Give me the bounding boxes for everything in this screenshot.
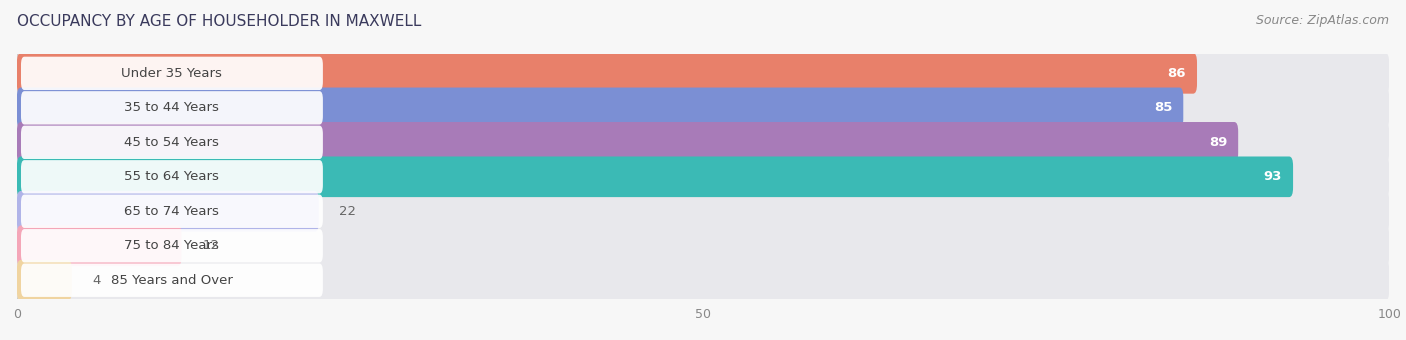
Text: 93: 93 [1264,170,1282,183]
FancyBboxPatch shape [21,160,323,193]
FancyBboxPatch shape [21,194,323,228]
FancyBboxPatch shape [21,229,323,262]
FancyBboxPatch shape [17,87,1389,128]
FancyBboxPatch shape [17,225,181,266]
FancyBboxPatch shape [17,122,1389,163]
Text: 12: 12 [202,239,219,252]
FancyBboxPatch shape [17,191,1389,232]
Text: 85: 85 [1154,101,1173,114]
Text: 75 to 84 Years: 75 to 84 Years [125,239,219,252]
FancyBboxPatch shape [17,53,1197,94]
FancyBboxPatch shape [17,260,72,301]
FancyBboxPatch shape [21,126,323,159]
Text: OCCUPANCY BY AGE OF HOUSEHOLDER IN MAXWELL: OCCUPANCY BY AGE OF HOUSEHOLDER IN MAXWE… [17,14,422,29]
Text: 4: 4 [93,274,101,287]
Text: Under 35 Years: Under 35 Years [121,67,222,80]
Text: Source: ZipAtlas.com: Source: ZipAtlas.com [1256,14,1389,27]
Text: 85 Years and Over: 85 Years and Over [111,274,233,287]
Text: 22: 22 [339,205,356,218]
Text: 45 to 54 Years: 45 to 54 Years [125,136,219,149]
Text: 86: 86 [1167,67,1187,80]
FancyBboxPatch shape [17,122,1239,163]
FancyBboxPatch shape [21,57,323,90]
FancyBboxPatch shape [17,225,1389,266]
FancyBboxPatch shape [17,260,1389,301]
Text: 55 to 64 Years: 55 to 64 Years [125,170,219,183]
FancyBboxPatch shape [17,156,1294,197]
FancyBboxPatch shape [17,53,1389,94]
FancyBboxPatch shape [17,87,1184,128]
FancyBboxPatch shape [17,156,1389,197]
Text: 65 to 74 Years: 65 to 74 Years [125,205,219,218]
Text: 35 to 44 Years: 35 to 44 Years [125,101,219,114]
FancyBboxPatch shape [21,91,323,124]
FancyBboxPatch shape [17,191,319,232]
Text: 89: 89 [1209,136,1227,149]
FancyBboxPatch shape [21,264,323,297]
